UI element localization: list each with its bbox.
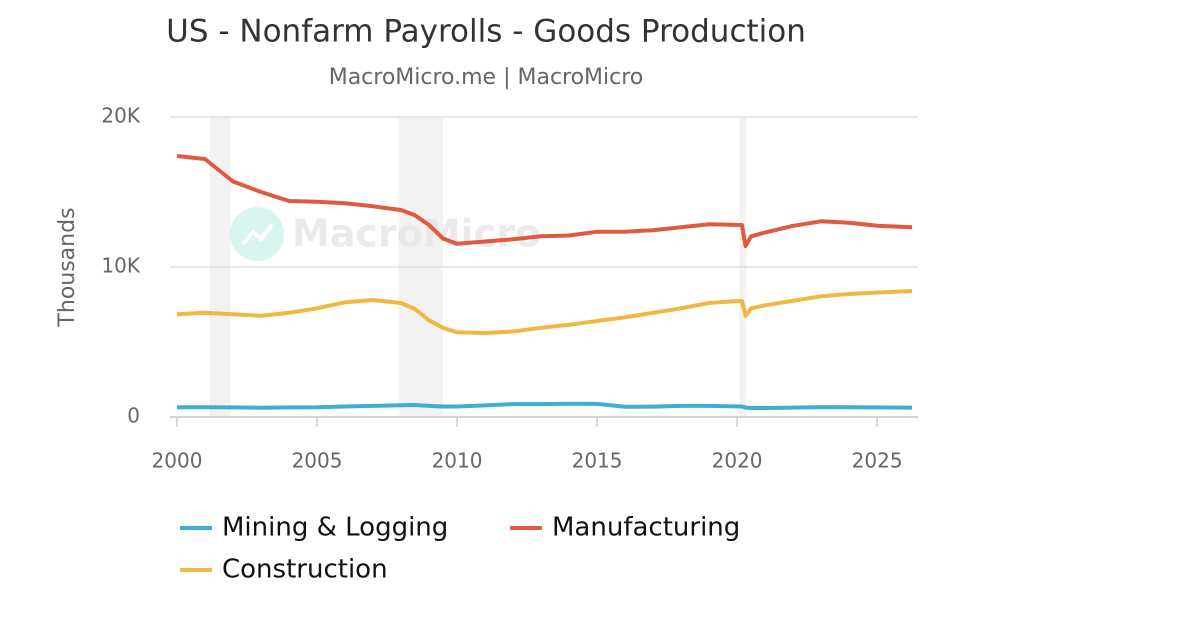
x-tick-label: 2010 xyxy=(432,449,483,473)
legend-label: Mining & Logging xyxy=(222,513,448,543)
legend-label: Construction xyxy=(222,555,388,585)
x-tick-label: 2005 xyxy=(292,449,343,473)
watermark: MacroMicro xyxy=(292,212,541,256)
x-tick-label: 2025 xyxy=(852,449,903,473)
series-line xyxy=(177,401,913,410)
series-line xyxy=(176,154,913,248)
x-tick-label: 2015 xyxy=(572,449,623,473)
y-tick-label: 0 xyxy=(127,404,140,428)
y-tick-label: 20K xyxy=(101,104,140,128)
legend-label: Manufacturing xyxy=(552,513,740,543)
watermark-logo xyxy=(230,207,284,261)
y-tick-label: 10K xyxy=(101,254,140,278)
y-axis-label: Thousands xyxy=(55,207,80,327)
chart-subtitle: MacroMicro.me | MacroMicro xyxy=(329,65,644,90)
x-tick-label: 2000 xyxy=(152,449,203,473)
x-tick-label: 2020 xyxy=(712,449,763,473)
chart-title: US - Nonfarm Payrolls - Goods Production xyxy=(166,14,806,50)
series-line xyxy=(176,289,913,335)
